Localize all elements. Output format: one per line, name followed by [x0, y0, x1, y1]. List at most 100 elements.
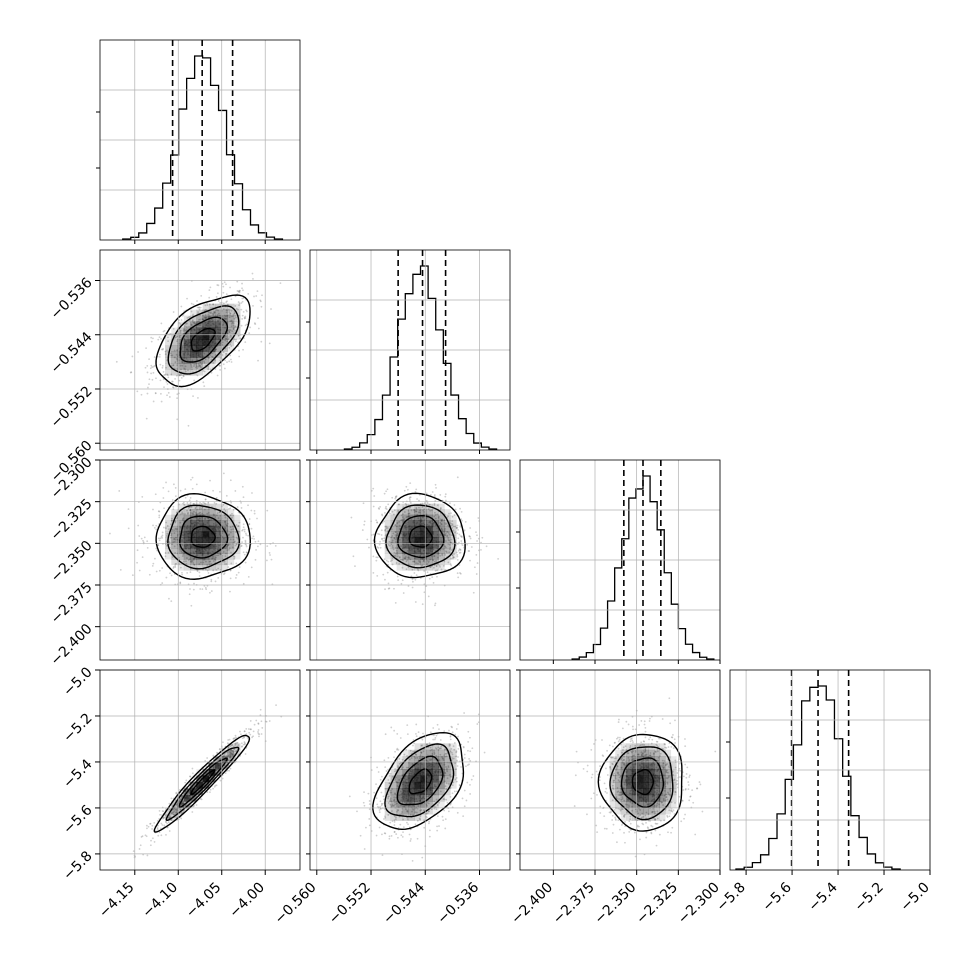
density-cell: [408, 520, 415, 527]
scatter-point: [181, 361, 184, 363]
scatter-point: [239, 730, 241, 733]
density-cell: [390, 525, 397, 532]
density-cell: [208, 537, 216, 543]
scatter-point: [405, 748, 408, 751]
scatter-point: [444, 527, 446, 530]
density-cell: [208, 525, 216, 532]
scatter-point: [445, 788, 448, 790]
scatter-point: [180, 319, 183, 321]
scatter-point: [234, 316, 237, 319]
scatter-point: [469, 535, 471, 538]
scatter-point: [171, 354, 174, 357]
scatter-point: [433, 738, 436, 741]
scatter-point: [396, 534, 398, 537]
scatter-point: [219, 357, 222, 360]
scatter-point: [453, 790, 456, 793]
scatter-point: [394, 554, 397, 556]
scatter-point: [434, 517, 437, 520]
scatter-point: [176, 340, 179, 343]
scatter-point: [393, 555, 396, 558]
scatter-point: [191, 319, 194, 322]
scatter-point: [230, 345, 233, 348]
scatter-point: [229, 479, 232, 482]
scatter-point: [459, 549, 462, 551]
scatter-point: [392, 513, 395, 516]
scatter-point: [428, 810, 430, 812]
scatter-point: [242, 582, 245, 585]
scatter-point: [229, 312, 232, 315]
scatter-point: [429, 509, 432, 512]
density-cell: [215, 756, 222, 763]
density-cell: [208, 548, 216, 554]
scatter-point: [178, 334, 181, 337]
density-cell: [183, 351, 191, 358]
panel-frame: [309, 249, 511, 451]
scatter-point: [393, 819, 396, 822]
density-cell: [444, 542, 451, 549]
scatter-point: [231, 321, 234, 323]
scatter-point: [253, 509, 256, 512]
scatter-point: [439, 565, 441, 568]
scatter-point: [173, 538, 176, 541]
scatter-point: [391, 788, 394, 790]
scatter-point: [231, 516, 233, 519]
scatter-point: [188, 320, 191, 322]
density-cell: [177, 321, 185, 328]
scatter-point: [217, 284, 220, 287]
scatter-point: [204, 568, 207, 571]
scatter-point: [225, 353, 228, 355]
scatter-point: [157, 338, 160, 341]
scatter-point: [158, 514, 161, 517]
scatter-point: [208, 303, 211, 306]
scatter-point: [418, 499, 420, 502]
scatter-point: [455, 527, 458, 529]
scatter-point: [228, 769, 230, 772]
scatter-point: [235, 742, 237, 745]
scatter-point: [167, 391, 170, 394]
scatter-point: [439, 494, 442, 496]
scatter-point: [160, 348, 163, 351]
scatter-point: [229, 329, 232, 332]
density-cell: [402, 509, 409, 516]
scatter-point: [224, 547, 227, 550]
scatter-point: [212, 787, 214, 790]
density-cell: [420, 559, 427, 566]
scatter-point: [432, 581, 435, 584]
scatter-point: [159, 537, 162, 540]
scatter-point: [232, 314, 235, 316]
scatter-point: [174, 563, 177, 566]
scatter-point: [159, 813, 161, 816]
scatter-point: [174, 799, 177, 802]
scatter-point: [170, 373, 173, 376]
scatter-point: [463, 529, 466, 532]
scatter-point: [428, 742, 431, 744]
scatter-point: [378, 826, 381, 829]
scatter-point: [459, 551, 462, 554]
scatter-point: [228, 507, 230, 510]
scatter-point: [209, 479, 211, 482]
scatter-point: [363, 791, 365, 793]
scatter-point: [402, 805, 405, 808]
scatter-point: [449, 786, 452, 789]
scatter-point: [197, 311, 199, 313]
scatter-point: [406, 755, 408, 757]
density-cell: [196, 369, 203, 376]
scatter-point: [238, 546, 241, 549]
scatter-point: [416, 837, 419, 840]
scatter-point: [453, 553, 455, 555]
scatter-point: [440, 519, 443, 522]
scatter-point: [408, 515, 411, 518]
scatter-point: [410, 575, 413, 578]
scatter-point: [249, 728, 252, 731]
density-cell: [208, 363, 216, 370]
scatter-point: [232, 754, 234, 757]
scatter-point: [167, 340, 169, 342]
density-cell: [196, 503, 203, 510]
scatter-point: [436, 829, 439, 832]
scatter-point: [175, 374, 178, 377]
scatter-point: [450, 557, 453, 560]
scatter-point: [390, 726, 393, 729]
density-cell: [438, 559, 445, 566]
scatter-point: [443, 809, 446, 812]
scatter-point: [198, 308, 201, 311]
